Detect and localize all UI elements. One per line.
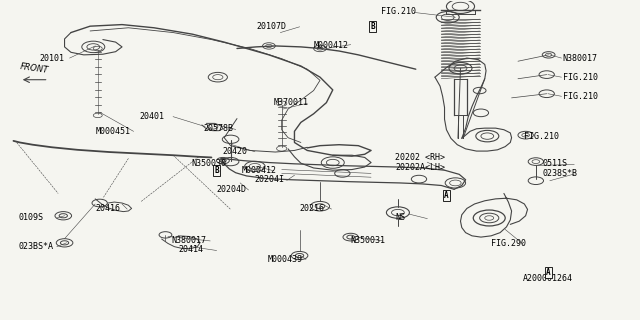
Text: 20420: 20420 bbox=[223, 147, 248, 156]
Text: M370011: M370011 bbox=[274, 98, 309, 107]
Text: 023BS*A: 023BS*A bbox=[19, 242, 54, 251]
Text: N350031: N350031 bbox=[351, 236, 386, 245]
Text: 0511S: 0511S bbox=[542, 159, 567, 168]
Text: B: B bbox=[214, 166, 219, 175]
Text: 20202A<LH>: 20202A<LH> bbox=[396, 163, 445, 172]
Text: FIG.210: FIG.210 bbox=[524, 132, 559, 140]
Text: FIG.290: FIG.290 bbox=[491, 239, 526, 248]
Text: 20578B: 20578B bbox=[204, 124, 234, 133]
Text: 20204I: 20204I bbox=[255, 175, 285, 184]
Text: 20107D: 20107D bbox=[256, 22, 286, 31]
Text: N380017: N380017 bbox=[172, 236, 207, 245]
Text: 20414: 20414 bbox=[178, 245, 204, 254]
Text: 20101: 20101 bbox=[40, 53, 65, 62]
Text: 0238S*B: 0238S*B bbox=[542, 169, 577, 178]
Text: A: A bbox=[444, 191, 449, 200]
Text: 20416: 20416 bbox=[95, 204, 120, 213]
Text: M000412: M000412 bbox=[242, 166, 277, 175]
Text: B: B bbox=[370, 22, 374, 31]
Text: A200001264: A200001264 bbox=[523, 274, 573, 283]
Text: 20401: 20401 bbox=[140, 112, 165, 121]
Text: M000451: M000451 bbox=[95, 127, 130, 136]
Text: 20216: 20216 bbox=[300, 204, 324, 213]
Text: 0109S: 0109S bbox=[19, 213, 44, 222]
Text: 20204D: 20204D bbox=[216, 185, 246, 194]
Text: N380017: N380017 bbox=[563, 53, 598, 62]
Text: FRONT: FRONT bbox=[19, 62, 49, 75]
Text: FIG.210: FIG.210 bbox=[563, 92, 598, 101]
Text: FIG.210: FIG.210 bbox=[563, 73, 598, 82]
Text: 20202 <RH>: 20202 <RH> bbox=[396, 153, 445, 162]
Text: FIG.210: FIG.210 bbox=[381, 7, 415, 16]
Text: NS: NS bbox=[396, 213, 405, 222]
Text: A: A bbox=[547, 268, 551, 277]
Text: M000412: M000412 bbox=[314, 41, 349, 50]
Text: M000439: M000439 bbox=[268, 255, 303, 264]
Text: N350030: N350030 bbox=[191, 159, 226, 168]
